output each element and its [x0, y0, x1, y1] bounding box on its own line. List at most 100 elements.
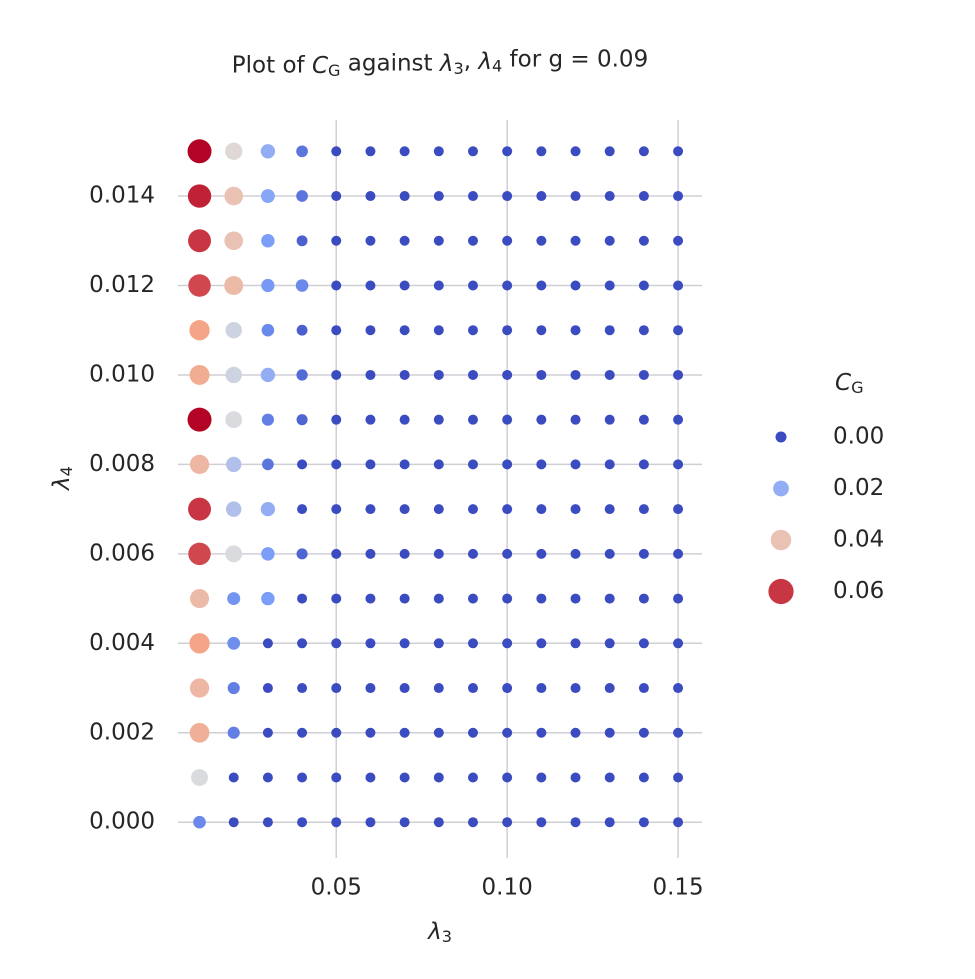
point	[226, 456, 242, 473]
point	[638, 280, 649, 291]
point	[365, 772, 376, 783]
point	[604, 504, 615, 515]
point	[433, 817, 444, 828]
point	[365, 817, 376, 828]
point	[638, 727, 649, 738]
point	[399, 683, 410, 694]
legend-label: 0.06	[833, 578, 884, 604]
point	[467, 280, 478, 291]
point	[331, 325, 342, 336]
point	[399, 593, 410, 604]
point	[296, 145, 308, 158]
point	[399, 772, 410, 783]
point	[433, 548, 444, 559]
point	[536, 325, 547, 336]
point	[673, 817, 684, 828]
point	[570, 504, 581, 515]
point	[188, 542, 211, 566]
point	[261, 323, 275, 337]
point	[225, 142, 243, 160]
point	[467, 638, 478, 649]
legend-label: 0.04	[833, 527, 884, 553]
point	[262, 727, 273, 738]
point	[604, 817, 615, 828]
point	[365, 369, 376, 380]
point	[365, 191, 376, 202]
point	[433, 772, 444, 783]
point	[638, 459, 649, 470]
point	[296, 548, 308, 560]
y-tick-label: 0.000	[89, 809, 155, 835]
point	[673, 504, 684, 515]
point	[260, 144, 276, 159]
x-tick-label: 0.15	[652, 875, 703, 901]
point	[365, 235, 376, 246]
point	[331, 772, 342, 783]
point	[570, 325, 581, 336]
point	[638, 772, 649, 783]
point	[638, 325, 649, 336]
point	[399, 817, 410, 828]
point	[187, 407, 212, 432]
point	[189, 454, 210, 475]
point	[638, 683, 649, 694]
point	[604, 191, 615, 202]
point	[536, 146, 547, 157]
point	[262, 683, 273, 694]
x-tick-label: 0.10	[482, 875, 533, 901]
legend-marker	[770, 529, 792, 551]
point	[331, 727, 342, 738]
point	[227, 636, 241, 650]
point	[570, 414, 581, 425]
legend-marker	[775, 431, 787, 443]
y-tick-label: 0.014	[89, 183, 155, 209]
point	[365, 459, 376, 470]
point	[433, 593, 444, 604]
point	[502, 325, 513, 336]
point	[226, 501, 242, 517]
point	[365, 504, 376, 515]
point	[502, 504, 513, 515]
point	[189, 364, 210, 385]
point	[190, 589, 210, 609]
point	[467, 325, 478, 336]
point	[638, 548, 649, 559]
point	[331, 414, 342, 425]
point	[673, 146, 684, 157]
point	[261, 234, 275, 248]
point	[570, 235, 581, 246]
point	[331, 548, 342, 559]
point	[536, 727, 547, 738]
point	[188, 274, 211, 297]
point	[604, 638, 615, 649]
point	[262, 772, 273, 783]
point	[502, 593, 513, 604]
point	[331, 593, 342, 604]
point	[433, 146, 444, 157]
point	[673, 548, 684, 559]
legend-label: 0.02	[833, 475, 884, 501]
point	[225, 321, 242, 339]
point	[399, 504, 410, 515]
point	[604, 235, 615, 246]
point	[570, 280, 581, 291]
point	[189, 633, 210, 654]
point	[638, 817, 649, 828]
point	[187, 139, 212, 164]
point	[188, 497, 211, 521]
point	[467, 191, 478, 202]
point	[638, 369, 649, 380]
point	[467, 548, 478, 559]
point	[570, 727, 581, 738]
point	[189, 678, 210, 698]
x-axis-label: λ3​	[426, 919, 452, 946]
point	[467, 235, 478, 246]
point	[638, 504, 649, 515]
point	[604, 772, 615, 783]
point	[331, 146, 342, 157]
point	[536, 280, 547, 291]
point	[260, 501, 276, 517]
point	[365, 280, 376, 291]
point	[638, 638, 649, 649]
